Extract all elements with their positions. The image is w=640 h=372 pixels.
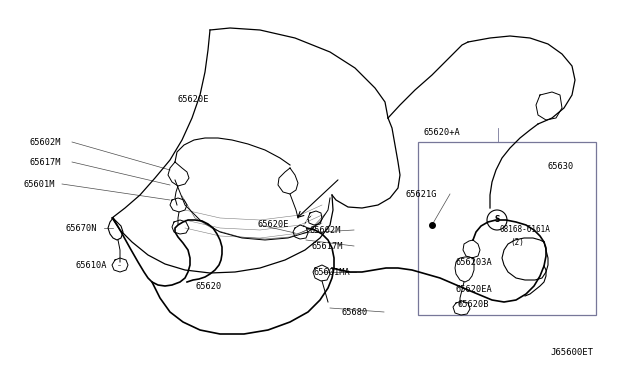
Text: 65601MA: 65601MA: [314, 268, 351, 277]
Text: 65620: 65620: [195, 282, 221, 291]
Text: 65630: 65630: [548, 162, 574, 171]
Text: 65602M: 65602M: [310, 226, 342, 235]
Text: 65617M: 65617M: [312, 242, 344, 251]
Text: 65670N: 65670N: [65, 224, 97, 233]
Text: 65617M: 65617M: [30, 158, 61, 167]
Text: 65601M: 65601M: [24, 180, 56, 189]
Text: 656203A: 656203A: [455, 258, 492, 267]
Text: S: S: [494, 215, 500, 224]
Text: 65602M: 65602M: [30, 138, 61, 147]
Text: 65621G: 65621G: [406, 190, 438, 199]
Text: 65610A: 65610A: [75, 261, 106, 270]
Text: 08168-6161A: 08168-6161A: [500, 225, 551, 234]
Text: J65600ET: J65600ET: [550, 348, 593, 357]
Text: 65620E: 65620E: [258, 220, 289, 229]
Text: 65620+A: 65620+A: [424, 128, 461, 137]
Text: 65620B: 65620B: [458, 300, 490, 309]
Text: (2): (2): [510, 238, 524, 247]
Bar: [418, 142, 596, 315]
Text: 65620E: 65620E: [178, 95, 209, 104]
Text: 65680: 65680: [342, 308, 368, 317]
Text: 65620EA: 65620EA: [456, 285, 493, 294]
